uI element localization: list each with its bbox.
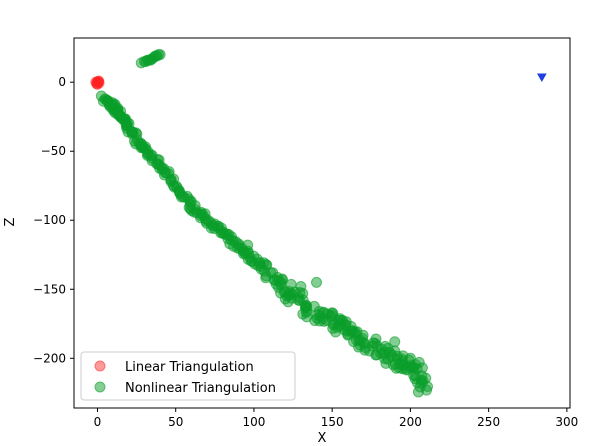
legend-label-nonlinear: Nonlinear Triangulation (125, 381, 276, 396)
y-tick-label: 0 (58, 75, 66, 89)
nonlinear-point (339, 319, 351, 331)
linear-point (93, 75, 105, 87)
nonlinear-point (295, 281, 307, 293)
nonlinear-point (140, 55, 152, 67)
nonlinear-point (410, 370, 422, 382)
legend: Linear Triangulation Nonlinear Triangula… (80, 351, 296, 401)
nonlinear-point (267, 267, 279, 279)
nonlinear-point (326, 307, 338, 319)
legend-box (80, 351, 296, 401)
y-tick-label: −50 (41, 144, 66, 158)
nonlinear-point (347, 325, 359, 337)
y-tick-label: −100 (33, 213, 66, 227)
nonlinear-point (292, 294, 304, 306)
legend-label-linear: Linear Triangulation (125, 360, 254, 375)
legend-marker-nonlinear (94, 381, 106, 393)
plot-area (90, 49, 547, 398)
nonlinear-point (242, 239, 254, 251)
camera-marker (536, 73, 547, 83)
nonlinear-point (311, 276, 323, 288)
y-axis-label: Z (3, 217, 18, 226)
axes: 0 50 100 150 200 250 300 0 −50 −100 −150 −200 (33, 37, 578, 429)
x-tick-label: 250 (477, 415, 500, 429)
nonlinear-point (370, 333, 382, 345)
y-tick-label: −200 (33, 351, 66, 365)
x-tick-label: 300 (555, 415, 578, 429)
nonlinear-point (356, 332, 368, 344)
y-tick-label: −150 (33, 282, 66, 296)
nonlinear-point (273, 275, 285, 287)
nonlinear-point (404, 352, 416, 364)
nonlinear-point (415, 377, 427, 389)
x-tick-label: 100 (242, 415, 265, 429)
nonlinear-point (154, 49, 166, 61)
x-tick-label: 50 (168, 415, 183, 429)
nonlinear-point (309, 315, 321, 327)
nonlinear-point (389, 336, 401, 348)
axes-frame (73, 37, 571, 409)
legend-marker-linear (94, 360, 106, 372)
x-tick-label: 0 (94, 415, 102, 429)
x-axis-label: X (318, 431, 327, 446)
x-tick-label: 150 (321, 415, 344, 429)
x-tick-label: 200 (399, 415, 422, 429)
